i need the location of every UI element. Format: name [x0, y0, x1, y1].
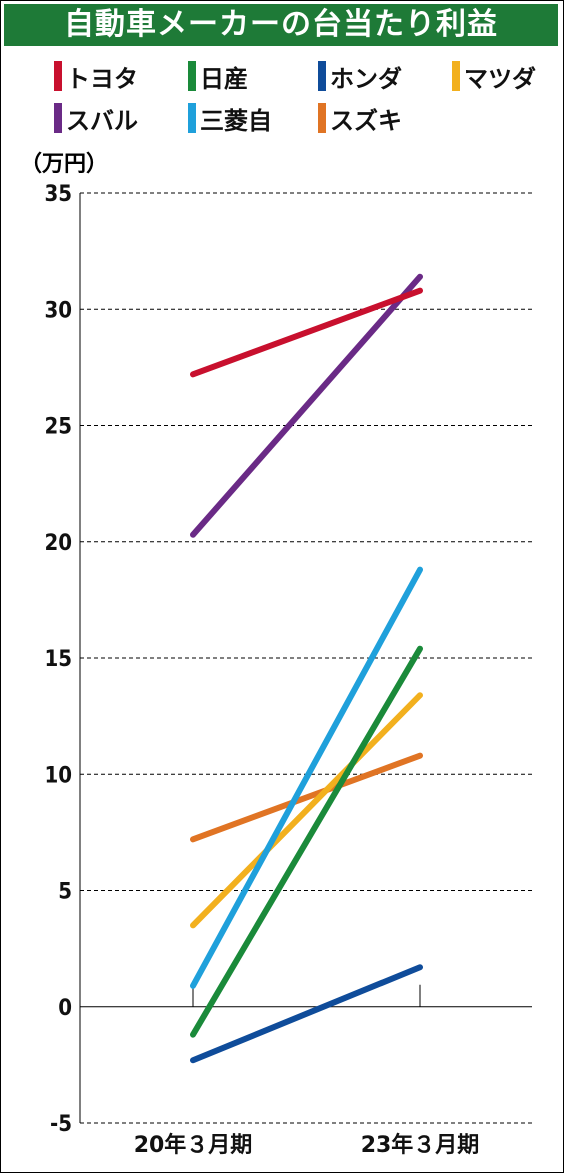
series-line-トヨタ: [190, 287, 423, 378]
legend-label: ホンダ: [330, 64, 402, 93]
x-tick-label: 20年３月期: [134, 1132, 253, 1158]
legend-label: トヨタ: [66, 64, 138, 93]
y-tick-label: 5: [58, 880, 72, 905]
legend-label: スバル: [66, 106, 138, 135]
legend-item: 三菱自: [188, 102, 272, 135]
y-tick-label: -5: [50, 1112, 72, 1137]
legend-item: マツダ: [452, 60, 536, 93]
legend-swatch: [318, 61, 326, 91]
chart-title: 自動車メーカーの台当たり利益: [4, 4, 558, 46]
legend-item: スバル: [54, 102, 138, 135]
series-line-マツダ: [190, 692, 423, 929]
y-tick-label: 30: [44, 298, 72, 323]
series-line-三菱自: [190, 566, 423, 989]
legend-label: 日産: [200, 64, 248, 93]
y-tick-label: 10: [44, 763, 72, 788]
legend-label: 三菱自: [200, 106, 272, 135]
legend-swatch: [452, 61, 460, 91]
legend-swatch: [318, 103, 326, 133]
y-tick-label: 15: [44, 647, 72, 672]
legend-label: スズキ: [330, 106, 402, 135]
legend: トヨタ 日産 ホンダ マツダスバル 三菱自 スズキ: [0, 0, 564, 150]
legend-item: スズキ: [318, 102, 402, 135]
series-line-日産: [190, 645, 423, 1038]
y-tick-label: 35: [44, 182, 72, 207]
y-axis-unit-label: （万円）: [20, 152, 109, 177]
legend-label: マツダ: [464, 64, 536, 93]
y-tick-label: 25: [44, 415, 72, 440]
series-line-スズキ: [190, 752, 423, 843]
x-tick-label: 23年３月期: [361, 1132, 480, 1158]
y-tick-label: 0: [58, 996, 72, 1021]
y-tick-label: 20: [44, 531, 72, 556]
legend-swatch: [188, 61, 196, 91]
series-line-スバル: [190, 273, 423, 538]
legend-item: トヨタ: [54, 60, 138, 93]
legend-item: 日産: [188, 60, 248, 93]
legend-item: ホンダ: [318, 60, 402, 93]
legend-swatch: [54, 61, 62, 91]
legend-swatch: [54, 103, 62, 133]
legend-swatch: [188, 103, 196, 133]
series-line-ホンダ: [190, 964, 423, 1064]
